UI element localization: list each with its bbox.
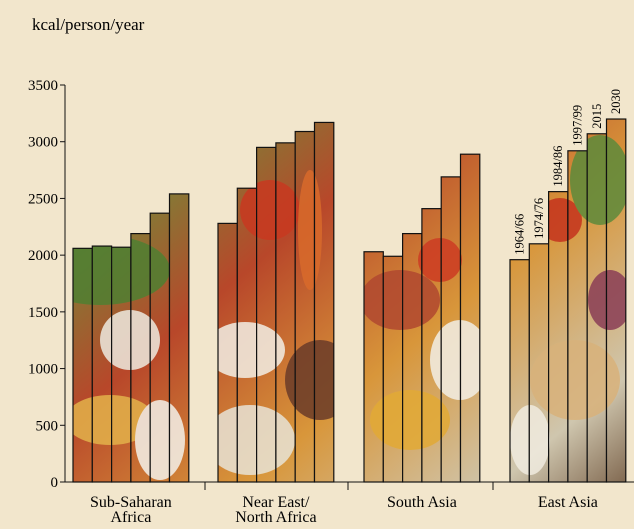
period-label: 1974/76 <box>532 198 546 239</box>
category-label: East Asia <box>538 494 598 511</box>
y-tick-label: 1500 <box>28 305 58 321</box>
bar <box>218 223 237 482</box>
bar <box>257 147 276 482</box>
y-tick-label: 3500 <box>28 78 58 94</box>
category-label: North Africa <box>235 509 316 526</box>
y-tick-label: 500 <box>36 418 59 434</box>
bar <box>92 246 111 482</box>
bar <box>237 188 256 482</box>
y-tick-label: 2000 <box>28 248 58 264</box>
bar <box>73 248 92 482</box>
bar <box>568 151 587 482</box>
period-label: 1997/99 <box>571 105 585 146</box>
category-label: Africa <box>110 509 151 526</box>
bar <box>441 177 460 482</box>
y-tick-label: 2500 <box>28 191 58 207</box>
bar <box>150 213 169 482</box>
y-tick-label: 0 <box>51 475 59 491</box>
bar <box>276 143 295 482</box>
bar <box>295 132 314 482</box>
bar <box>529 244 548 482</box>
bar <box>607 119 626 482</box>
y-tick-label: 3000 <box>28 135 58 151</box>
period-label: 1984/86 <box>551 146 565 187</box>
category-label: South Asia <box>387 494 457 511</box>
bar <box>112 247 131 482</box>
bar <box>422 209 441 482</box>
bar <box>131 234 150 482</box>
period-label: 2030 <box>609 89 623 114</box>
period-label: 1964/66 <box>513 214 527 255</box>
bar <box>549 192 568 482</box>
bar <box>315 122 334 482</box>
bar <box>383 256 402 482</box>
bar <box>364 252 383 482</box>
period-label: 2015 <box>590 104 604 129</box>
bar <box>403 234 422 482</box>
bar <box>587 134 606 482</box>
bar <box>510 260 529 482</box>
bar <box>170 194 189 482</box>
y-unit-label: kcal/person/year <box>32 15 145 34</box>
y-tick-label: 1000 <box>28 362 58 378</box>
bars <box>73 119 626 482</box>
bar <box>461 154 480 482</box>
